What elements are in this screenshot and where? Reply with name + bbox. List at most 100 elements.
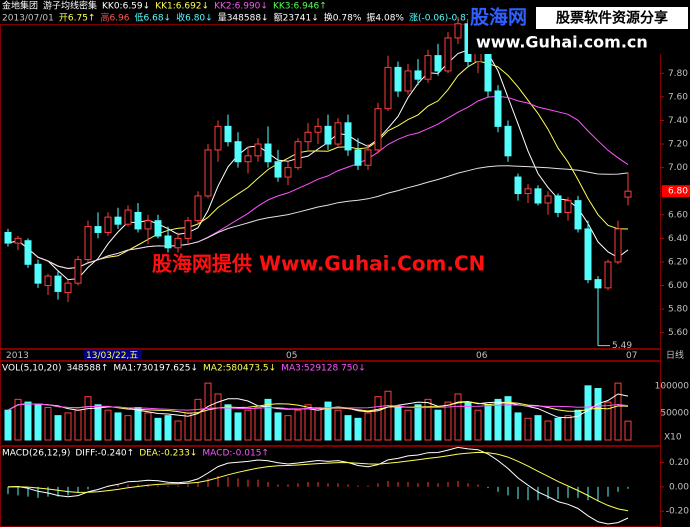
candle-body — [4, 231, 12, 244]
info-text: VOL(5,10,20) — [2, 364, 61, 374]
candle-body — [174, 237, 182, 249]
volume-bar — [484, 404, 492, 441]
info-text: 游子均线密集 — [43, 0, 97, 12]
volume-bar — [414, 404, 422, 441]
candle-body — [524, 188, 532, 195]
y-tick-label: 0.00 — [669, 482, 689, 492]
info-text: MA2:580473.5↓ — [203, 364, 276, 374]
volume-bar — [114, 412, 122, 441]
candle-body — [414, 70, 422, 80]
candle-body — [14, 237, 22, 244]
volume-bar — [524, 417, 532, 441]
candle-body — [574, 200, 582, 230]
ma-line — [7, 165, 629, 270]
x-tick-label: 07 — [626, 351, 637, 361]
candle-body — [154, 220, 162, 237]
volume-bar — [64, 412, 72, 441]
volume-bar — [604, 401, 612, 441]
volume-bar — [454, 393, 462, 441]
info-text: MACD(26,12,9) — [2, 449, 70, 459]
info-text: MA3:529128 750↓ — [281, 364, 366, 374]
candle-body — [94, 226, 102, 233]
y-tick-label: 6.40 — [668, 234, 688, 244]
volume-bar — [34, 404, 42, 441]
info-text: 开6.75↑ — [59, 13, 96, 24]
volume-bar — [214, 393, 222, 441]
candle-body — [564, 200, 572, 213]
volume-bar — [274, 412, 282, 441]
candle-body — [244, 155, 252, 163]
cursor-highlight — [84, 350, 142, 360]
candle-body — [224, 125, 232, 143]
volume-bar — [614, 382, 622, 441]
y-tick-label: 100000 — [655, 381, 690, 391]
volume-bar — [554, 417, 562, 441]
candle-body — [384, 66, 392, 110]
candle-body — [364, 149, 372, 166]
x-axis-strip — [0, 349, 661, 361]
volume-bar — [154, 417, 162, 441]
info-text: DEA:-0.233↓ — [139, 449, 197, 459]
candle-body — [604, 261, 612, 289]
candle-body — [34, 263, 42, 284]
center-watermark: 股海网提供 Www.Guhai.Com.CN — [152, 252, 485, 276]
volume-bar — [174, 420, 182, 441]
candle-body — [114, 216, 122, 225]
ma-line — [7, 48, 629, 281]
volume-bar — [374, 396, 382, 441]
candle-body — [124, 209, 132, 225]
candle-body — [444, 37, 452, 72]
volume-bar — [94, 404, 102, 441]
volume-bar — [514, 412, 522, 441]
volume-bar — [14, 398, 22, 441]
info-text: 金地集团 — [2, 0, 38, 12]
y-tick-label: 6.00 — [668, 281, 688, 291]
y-tick-label: 50000 — [660, 408, 689, 418]
candle-body — [274, 161, 282, 178]
candle-body — [544, 195, 552, 204]
volume-bar — [624, 420, 632, 441]
candle-body — [374, 108, 382, 151]
candle-body — [64, 282, 72, 294]
volume-bar — [24, 401, 32, 441]
volume-bar — [434, 409, 442, 441]
diff-line — [7, 446, 629, 525]
volume-bar — [344, 415, 352, 441]
info-text: 换0.78% — [324, 12, 362, 24]
volume-bar — [4, 409, 12, 441]
volume-bar — [334, 409, 342, 441]
volume-bar — [534, 415, 542, 441]
annotation: 5.49 — [612, 341, 632, 351]
dea-line — [7, 451, 629, 512]
y-tick-label: 6.60 — [668, 210, 688, 220]
volume-bar — [574, 409, 582, 441]
volume-bar — [54, 415, 62, 441]
watermark-brand: 股海网 — [470, 6, 527, 29]
volume-bar — [144, 412, 152, 441]
candle-body — [54, 275, 62, 292]
candle-body — [44, 275, 52, 287]
volume-bar — [584, 385, 592, 441]
info-text: 振4.08% — [366, 12, 404, 24]
candle-body — [254, 143, 262, 157]
candle-body — [264, 143, 272, 163]
volume-bar — [134, 407, 142, 441]
main-frame — [0, 24, 661, 349]
volume-bar — [404, 409, 412, 441]
volume-bar — [184, 412, 192, 441]
info-text: 额23741↓ — [274, 12, 319, 24]
candle-body — [144, 220, 152, 230]
info-text: KK0:6.59↓ — [102, 2, 150, 12]
candle-body — [334, 122, 342, 145]
x-tick-label: 2013 — [6, 351, 29, 361]
volume-bar — [504, 396, 512, 441]
candle-body — [234, 141, 242, 163]
candle-body — [554, 195, 562, 213]
info-text: MACD:-0.015↑ — [202, 449, 269, 459]
candle-body — [504, 125, 512, 157]
candle-body — [434, 55, 442, 72]
info-text: KK2:6.990↓ — [214, 2, 268, 12]
unit-label: X10 — [664, 433, 682, 443]
candle-body — [294, 141, 302, 169]
